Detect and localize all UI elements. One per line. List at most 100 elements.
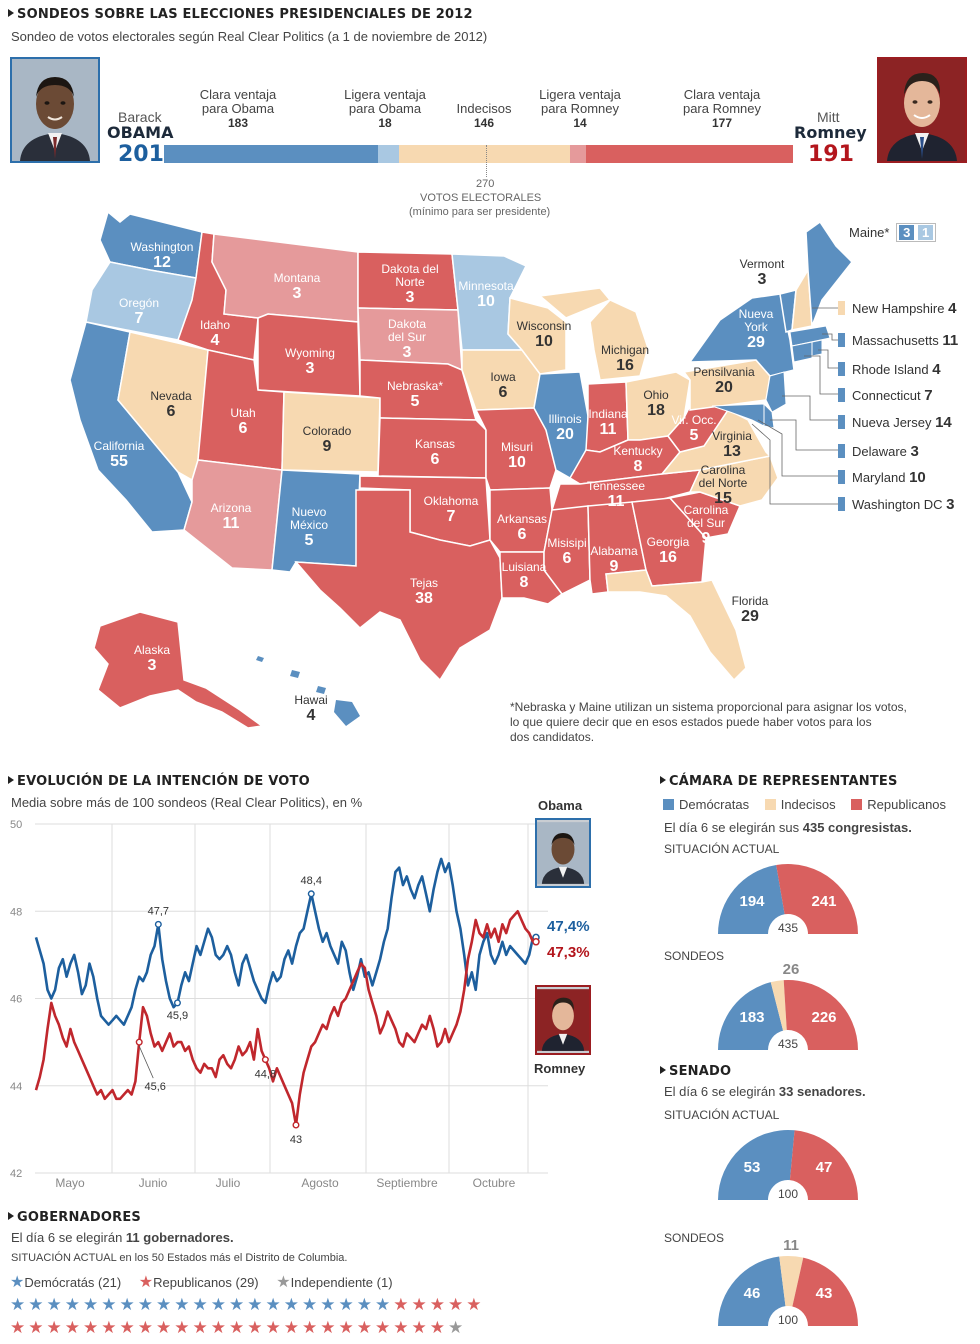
governor-star-icon: ★ <box>302 1318 321 1337</box>
governor-star-icon: ★ <box>101 1295 120 1314</box>
label-wyoming: Wyoming 3 <box>285 346 335 378</box>
governor-star-icon: ★ <box>137 1318 156 1337</box>
label-virginia: Virginia 13 <box>712 429 752 461</box>
semi-rep-value: 241 <box>811 893 836 910</box>
semicircle-charts: 194 241 435 183 226 26 435 53 47 100 46 43 11 100 <box>718 864 858 1327</box>
governor-star-icon: ★ <box>46 1318 65 1337</box>
label-arizona: Arizona 11 <box>210 501 252 533</box>
label-alaska: Alaska 3 <box>133 643 171 675</box>
ne-state-votes: 10 <box>909 469 926 486</box>
governor-star-icon: ★ <box>375 1295 394 1314</box>
bar-segment-2 <box>398 145 570 163</box>
cat-clear-obama: Clara ventaja para Obama 183 <box>199 87 277 131</box>
state-south-carolina <box>668 491 742 539</box>
label-indiana: Indiana 11 <box>588 407 628 439</box>
x-tick-label: Julio <box>216 1176 241 1190</box>
ne-state-0: New Hampshire 4 <box>838 300 956 317</box>
ne-state-1: Massachusetts 11 <box>838 332 958 349</box>
governor-star-icon: ★ <box>356 1318 375 1337</box>
label-michigan: Michigan 16 <box>600 343 650 375</box>
governor-star-icon: ★ <box>192 1295 211 1314</box>
governor-stars-row-2: ★★★★★★★★★★★★★★★★★★★★★★★★★ <box>10 1319 466 1337</box>
semi-dem-arc <box>718 865 785 934</box>
ne-state-5: Delaware 3 <box>838 443 919 460</box>
governor-star-icon: ★ <box>119 1318 138 1337</box>
semi-total: 100 <box>778 1313 798 1327</box>
state-massachusetts <box>789 325 831 347</box>
label-tennessee: Tennessee 11 <box>586 479 646 511</box>
series-line-romney <box>34 910 535 1127</box>
governor-star-icon: ★ <box>192 1318 211 1337</box>
state-texas <box>294 489 503 682</box>
governor-star-icon: ★ <box>156 1318 175 1337</box>
ne-state-swatch <box>838 301 845 315</box>
x-tick-label: Junio <box>139 1176 168 1190</box>
ne-state-2: Rhode Island 4 <box>838 361 941 378</box>
state-new-york <box>688 293 795 377</box>
romney-final-value: 47,3% <box>547 944 590 961</box>
governor-star-icon: ★ <box>448 1295 467 1314</box>
governor-star-icon: ★ <box>411 1295 430 1314</box>
cat-lean-romney: Ligera ventaja para Romney 14 <box>539 87 621 131</box>
y-tick-label: 44 <box>10 1081 22 1093</box>
annotation-label: 45,6 <box>145 1081 166 1093</box>
x-tick-label: Septiembre <box>376 1176 438 1190</box>
house-current-label: SITUACIÓN ACTUAL <box>664 842 780 856</box>
governor-star-icon: ★ <box>247 1295 266 1314</box>
ne-state-swatch <box>838 444 845 458</box>
semi-dem-arc <box>718 1256 786 1326</box>
semi-dem-value: 183 <box>739 1009 764 1026</box>
governor-star-icon: ★ <box>119 1295 138 1314</box>
ne-state-6: Maryland 10 <box>838 469 926 486</box>
label-utah: Utah 6 <box>230 406 256 438</box>
house-note: El día 6 se elegirán sus 435 congresista… <box>664 820 912 835</box>
annotation-point <box>261 1056 269 1064</box>
governor-star-icon: ★ <box>210 1318 229 1337</box>
x-tick-label: Agosto <box>301 1176 339 1190</box>
governor-star-icon: ★ <box>83 1318 102 1337</box>
obama-photo <box>10 57 100 163</box>
label-nevada: Nevada 6 <box>150 389 192 421</box>
governor-star-icon: ★ <box>448 1318 467 1337</box>
semi-rep-arc <box>792 1257 858 1326</box>
governor-star-icon: ★ <box>265 1295 284 1314</box>
house-title: CÁMARA DE REPRESENTANTES <box>660 774 898 789</box>
label-mississippi: Misisipi 6 <box>547 536 587 568</box>
governor-star-icon: ★ <box>302 1295 321 1314</box>
senate-title: SENADO <box>660 1064 731 1079</box>
label-oklahoma: Oklahoma 7 <box>423 494 479 526</box>
label-georgia: Georgia 16 <box>646 535 690 567</box>
y-tick-label: 42 <box>10 1168 22 1180</box>
governor-stars-row-1: ★★★★★★★★★★★★★★★★★★★★★★★★★★ <box>10 1296 485 1314</box>
ne-state-votes: 11 <box>942 332 959 349</box>
ne-state-name: Washington DC <box>852 497 947 512</box>
governor-star-icon: ★ <box>210 1295 229 1314</box>
threshold-line <box>486 145 487 177</box>
label-south-dakota: Dakota del Sur 3 <box>387 317 427 362</box>
governor-star-icon: ★ <box>320 1295 339 1314</box>
vote-intention-chart: 42 44 46 48 50 Mayo Junio Julio Agosto Septiembre… <box>10 819 548 1190</box>
label-new-york: Nueva York 29 <box>738 307 774 352</box>
state-new-jersey <box>765 371 787 413</box>
label-wisconsin: Wisconsin 10 <box>516 319 572 351</box>
semi-rep-value: 226 <box>811 1009 836 1026</box>
label-louisiana: Luisiana 8 <box>501 560 547 592</box>
house-polls-label: SONDEOS <box>664 949 725 963</box>
semi-rep-value: 47 <box>816 1159 833 1176</box>
governors-title: GOBERNADORES <box>8 1210 141 1225</box>
cat-undecided: Indecisos 146 <box>456 101 512 131</box>
annotation-label: 44,8 <box>255 1069 276 1081</box>
semi-rep-arc <box>783 980 858 1050</box>
governor-star-icon: ★ <box>393 1318 412 1337</box>
ne-state-4: Nueva Jersey 14 <box>838 414 952 431</box>
evolution-title: EVOLUCIÓN DE LA INTENCIÓN DE VOTO <box>8 774 310 789</box>
label-arkansas: Arkansas 6 <box>496 512 548 544</box>
semi-undecided-value: 26 <box>783 961 800 978</box>
governor-star-icon: ★ <box>28 1295 47 1314</box>
ne-state-swatch <box>838 333 845 347</box>
ne-state-votes: 14 <box>935 414 952 431</box>
annotation-label: 47,7 <box>148 905 169 917</box>
governor-star-icon: ★ <box>283 1318 302 1337</box>
ne-state-name: New Hampshire <box>852 301 949 316</box>
label-oregon: Oregón 7 <box>118 296 160 328</box>
